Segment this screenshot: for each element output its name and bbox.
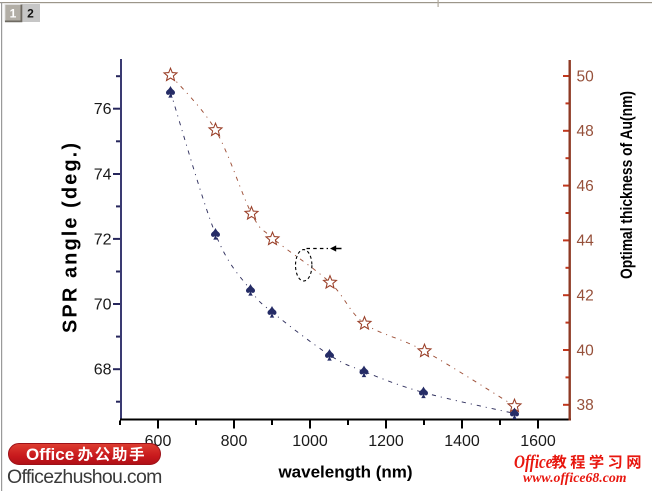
svg-text:38: 38 [577,397,594,414]
svg-text:1400: 1400 [444,433,480,450]
svg-text:70: 70 [94,297,112,314]
svg-text:48: 48 [577,123,594,140]
svg-text:40: 40 [577,342,595,359]
svg-text:74: 74 [94,167,112,184]
svg-text:42: 42 [577,288,594,305]
svg-text:SPR angle (deg.): SPR angle (deg.) [60,143,82,333]
svg-text:50: 50 [577,68,595,85]
svg-text:1600: 1600 [520,433,556,450]
svg-text:1000: 1000 [292,433,328,450]
svg-text:Optimal thickness of Au(nm): Optimal thickness of Au(nm) [617,91,636,279]
svg-text:2: 2 [27,7,34,21]
svg-text:1: 1 [10,7,17,21]
svg-text:44: 44 [577,233,595,250]
svg-text:46: 46 [577,178,594,195]
svg-text:72: 72 [94,231,112,248]
svg-text:800: 800 [221,433,248,450]
svg-text:76: 76 [94,101,112,118]
svg-text:68: 68 [94,362,112,379]
svg-text:wavelength (nm): wavelength (nm) [277,463,412,482]
svg-text:1200: 1200 [368,433,404,450]
